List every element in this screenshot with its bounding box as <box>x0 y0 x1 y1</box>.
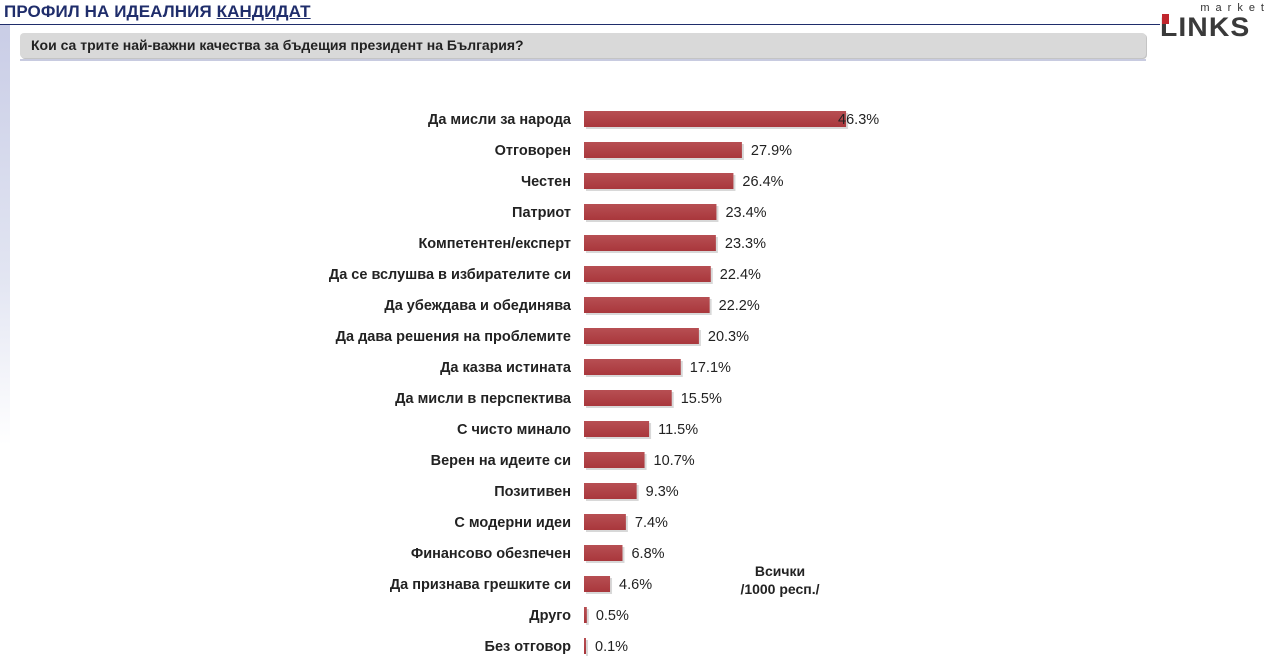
bar <box>584 142 742 158</box>
value-label: 23.3% <box>725 236 766 252</box>
value-label: 46.3% <box>838 112 879 128</box>
value-label: 27.9% <box>751 143 792 159</box>
category-label: Да дава решения на проблемите <box>336 329 571 345</box>
bar <box>584 266 711 282</box>
bar <box>584 452 645 468</box>
bar <box>584 173 734 189</box>
logo-red-mark <box>1162 14 1169 24</box>
left-decorative-band <box>0 25 10 445</box>
sample-note-line1: Всички <box>754 563 806 579</box>
question-underline <box>20 59 1146 61</box>
value-label: 9.3% <box>646 484 679 500</box>
category-label: Да мисли за народа <box>428 112 572 128</box>
bar <box>584 421 650 437</box>
category-label: Компетентен/експерт <box>418 236 571 252</box>
category-label: Да се вслушва в избирателите си <box>329 267 571 283</box>
bar <box>584 328 699 344</box>
value-label: 4.6% <box>619 577 652 593</box>
question-text: Кои са трите най-важни качества за бъдещ… <box>31 37 524 53</box>
value-label: 0.5% <box>596 608 629 624</box>
value-label: 22.2% <box>719 298 760 314</box>
category-label: Честен <box>521 174 571 190</box>
sample-note-line2: /1000 респ./ <box>740 581 820 597</box>
value-label: 15.5% <box>681 391 722 407</box>
bar-shadow <box>586 609 589 625</box>
value-label: 26.4% <box>742 174 783 190</box>
value-label: 6.8% <box>631 546 664 562</box>
category-label: Верен на идеите си <box>431 453 571 469</box>
bar <box>584 545 623 561</box>
bar <box>584 359 681 375</box>
value-label: 22.4% <box>720 267 761 283</box>
value-label: 11.5% <box>658 422 698 438</box>
bar <box>584 638 586 654</box>
page-title-part2: КАНДИДАТ <box>216 2 311 21</box>
category-label: Да мисли в перспектива <box>395 391 572 407</box>
value-label: 7.4% <box>635 515 668 531</box>
bar <box>584 390 672 406</box>
value-label: 0.1% <box>595 639 628 655</box>
value-label: 20.3% <box>708 329 749 345</box>
category-label: Без отговор <box>485 639 572 655</box>
category-label: С модерни идеи <box>454 515 571 531</box>
bar <box>584 204 717 220</box>
category-label: Позитивен <box>494 484 571 500</box>
value-label: 17.1% <box>690 360 731 376</box>
logo-big-text: LINKS <box>1160 12 1251 42</box>
title-divider <box>0 24 1160 25</box>
page-title: ПРОФИЛ НА ИДЕАЛНИЯ КАНДИДАТ <box>4 2 311 22</box>
category-label: Друго <box>529 608 571 624</box>
category-label: Да казва истината <box>440 360 572 376</box>
category-label: С чисто минало <box>457 422 571 438</box>
bar <box>584 483 637 499</box>
bar <box>584 576 611 592</box>
logo-small-text: market <box>1200 2 1270 14</box>
category-label: Да признава грешките си <box>390 577 571 593</box>
bar <box>584 111 847 127</box>
question-banner: Кои са трите най-важни качества за бъдещ… <box>20 33 1146 58</box>
category-label: Отговорен <box>495 143 571 159</box>
bar <box>584 297 710 313</box>
value-label: 23.4% <box>725 205 766 221</box>
bar <box>584 514 626 530</box>
category-label: Патриот <box>512 205 571 221</box>
market-links-logo: market LINKS <box>1158 2 1274 42</box>
sample-note: Всички /1000 респ./ <box>718 562 842 598</box>
bar <box>584 607 587 623</box>
page-title-part1: ПРОФИЛ НА ИДЕАЛНИЯ <box>4 2 217 21</box>
bar <box>584 235 716 251</box>
bar-shadow <box>586 640 588 656</box>
category-label: Финансово обезпечен <box>411 546 571 562</box>
category-label: Да убеждава и обединява <box>384 298 572 314</box>
value-label: 10.7% <box>654 453 695 469</box>
